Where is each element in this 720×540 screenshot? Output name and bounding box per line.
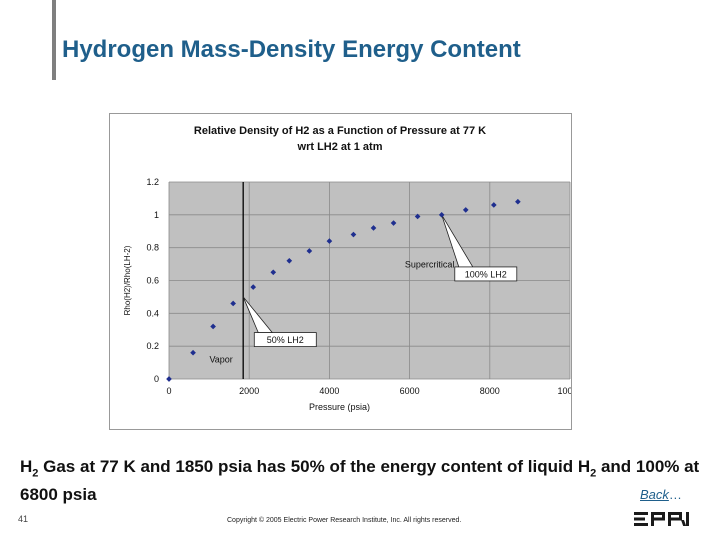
back-link[interactable]: Back bbox=[640, 487, 669, 502]
data-point-0-11 bbox=[390, 220, 397, 226]
data-point-0-1 bbox=[190, 349, 196, 356]
caption-subscript-2: 2 bbox=[590, 467, 597, 480]
data-point-0-3 bbox=[230, 300, 236, 307]
y-tick-label-0: 0 bbox=[154, 374, 159, 384]
x-tick-label-3: 6000 bbox=[400, 386, 420, 396]
data-point-0-9 bbox=[350, 231, 357, 238]
slide-title: Hydrogen Mass-Density Energy Content bbox=[62, 36, 521, 63]
y-tick-label-5: 1 bbox=[154, 210, 159, 220]
y-tick-label-1: 0.2 bbox=[146, 341, 159, 351]
chart-title-line-2: wrt LH2 at 1 atm bbox=[297, 141, 383, 153]
data-point-0-12 bbox=[414, 213, 421, 220]
accent-bar bbox=[52, 0, 56, 80]
chart: Relative Density of H2 as a Function of … bbox=[109, 113, 572, 430]
x-tick-label-5: 10000 bbox=[557, 386, 571, 396]
y-tick-label-3: 0.6 bbox=[146, 276, 159, 286]
data-point-0-8 bbox=[326, 238, 333, 244]
data-point-0-15 bbox=[490, 202, 497, 208]
callout-label-3: 100% LH2 bbox=[465, 269, 507, 279]
y-axis-label: Rho(H2)/Rho(LH-2) bbox=[123, 245, 132, 315]
data-point-0-4 bbox=[250, 284, 257, 290]
data-point-0-6 bbox=[286, 257, 293, 264]
data-point-0-7 bbox=[306, 248, 313, 254]
data-point-0-16 bbox=[515, 198, 521, 205]
x-tick-label-0: 0 bbox=[166, 386, 171, 396]
caption-subscript-1: 2 bbox=[32, 467, 39, 480]
data-point-0-10 bbox=[370, 225, 377, 231]
data-point-0-14 bbox=[462, 207, 469, 213]
caption-text-3: and 100% at 6800 psia bbox=[20, 457, 700, 505]
chart-svg: Relative Density of H2 as a Function of … bbox=[123, 125, 571, 412]
epri-logo-icon bbox=[634, 512, 689, 526]
region-label-0: Vapor bbox=[209, 355, 232, 365]
back-link-wrapper: Back… bbox=[640, 487, 682, 502]
data-point-0-13 bbox=[438, 212, 445, 218]
slide-caption: H2 Gas at 77 K and 1850 psia has 50% of … bbox=[20, 456, 710, 506]
slide-number: 41 bbox=[18, 514, 29, 524]
data-point-0-2 bbox=[210, 323, 216, 330]
y-tick-label-6: 1.2 bbox=[146, 177, 159, 187]
callout-box-2 bbox=[253, 332, 317, 348]
callout-box-3 bbox=[454, 266, 518, 282]
region-label-1: Supercritical bbox=[405, 259, 455, 269]
copyright-notice: Copyright © 2005 Electric Power Research… bbox=[227, 517, 462, 524]
data-point-0-5 bbox=[270, 269, 277, 276]
x-axis-label: Pressure (psia) bbox=[309, 402, 370, 412]
caption-text-2: Gas at 77 K and 1850 psia has 50% of the… bbox=[38, 457, 591, 476]
x-tick-label-2: 4000 bbox=[319, 386, 339, 396]
callout-label-2: 50% LH2 bbox=[267, 335, 304, 345]
chart-title-line-1: Relative Density of H2 as a Function of … bbox=[194, 125, 486, 137]
x-tick-label-4: 8000 bbox=[480, 386, 500, 396]
x-tick-label-1: 2000 bbox=[239, 386, 259, 396]
caption-text-1: H bbox=[20, 457, 33, 476]
y-tick-label-4: 0.8 bbox=[146, 243, 159, 253]
y-tick-label-2: 0.4 bbox=[146, 308, 159, 318]
back-ellipsis: … bbox=[668, 487, 682, 502]
